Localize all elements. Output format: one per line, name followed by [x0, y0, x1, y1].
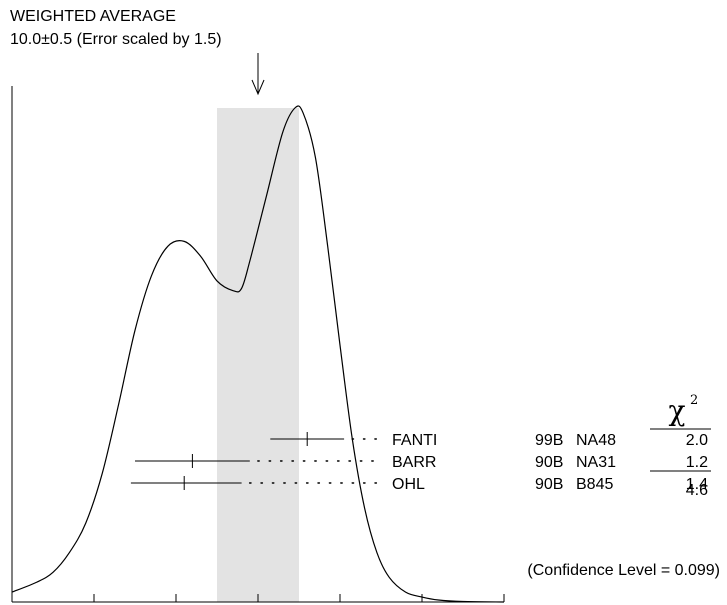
chi2-header: χ — [669, 394, 686, 427]
chi2-header-exponent: 2 — [690, 393, 698, 408]
measurement-label: OHL — [392, 476, 425, 493]
x-axis-ticks: 78910111213 — [11, 594, 505, 602]
measurement-reference: 99B — [535, 432, 563, 449]
confidence-level: (Confidence Level = 0.099) — [527, 562, 720, 579]
ideogram-curve — [11, 105, 505, 603]
measurement-label: BARR — [392, 454, 436, 471]
chi2-table: χ 2 4.6 (Confidence Level = 0.099) — [527, 393, 720, 579]
chart-title: WEIGHTED AVERAGE — [10, 8, 176, 25]
measurements: FANTI 99B NA48 2.0 BARR 90B NA31 1.2 OHL 90B B845 1… — [130, 432, 708, 493]
measurement-experiment: NA48 — [576, 432, 616, 449]
measurement-reference: 90B — [535, 454, 563, 471]
measurement-chi2: 1.2 — [686, 454, 708, 471]
measurement-barr: BARR 90B NA31 1.2 — [135, 454, 708, 471]
measurement-experiment: NA31 — [576, 454, 616, 471]
error-band — [217, 108, 299, 602]
average-arrow — [251, 53, 265, 96]
measurement-ohl: OHL 90B B845 1.4 — [130, 476, 708, 493]
chi2-total: 4.6 — [686, 482, 708, 499]
measurement-experiment: B845 — [576, 476, 613, 493]
measurement-chi2: 2.0 — [686, 432, 708, 449]
measurement-fanti: FANTI 99B NA48 2.0 — [270, 432, 708, 449]
measurement-label: FANTI — [392, 432, 437, 449]
measurement-reference: 90B — [535, 476, 563, 493]
chart-subtitle: 10.0±0.5 (Error scaled by 1.5) — [10, 31, 222, 48]
measurement-chi2: 1.4 — [686, 476, 708, 493]
